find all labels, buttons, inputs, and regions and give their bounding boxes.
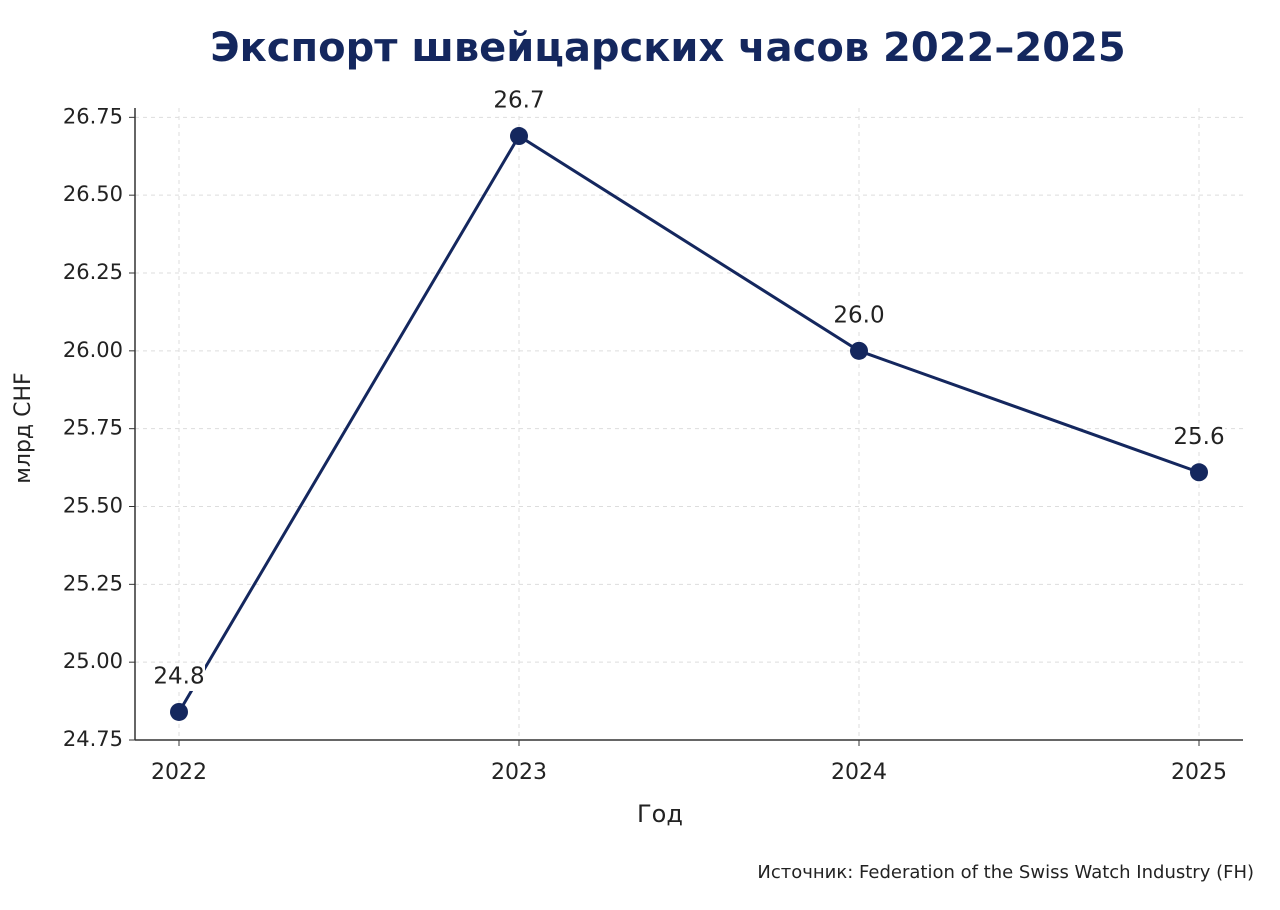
label-bg (1173, 423, 1225, 452)
y-tick-label: 25.00 (63, 649, 123, 673)
x-tick-label: 2022 (151, 760, 207, 785)
source-note: Источник: Federation of the Swiss Watch … (757, 862, 1254, 883)
x-tick-label: 2025 (1171, 760, 1227, 785)
y-tick-label: 26.50 (63, 182, 123, 206)
series-line (177, 133, 1200, 713)
data-label: 26.7 (493, 88, 544, 114)
y-tick-label: 24.75 (63, 727, 123, 751)
data-point (170, 702, 188, 721)
data-label: 26.0 (833, 302, 884, 328)
y-tick-label: 26.75 (63, 104, 123, 128)
y-axis-label: млрд CHF (11, 372, 36, 483)
data-point (1190, 463, 1208, 482)
x-tick-label: 2023 (491, 760, 547, 785)
y-tick-label: 25.25 (63, 571, 123, 595)
data-point (510, 127, 528, 146)
y-tick-label: 25.75 (63, 416, 123, 440)
x-tick-label: 2024 (831, 760, 887, 785)
label-bg (833, 301, 885, 330)
x-axis-label: Год (637, 800, 683, 828)
data-label: 25.6 (1173, 424, 1224, 450)
y-tick-label: 26.00 (63, 338, 123, 362)
data-label: 24.8 (153, 663, 204, 689)
label-bg (153, 662, 205, 691)
label-bg (493, 87, 545, 116)
data-point (850, 341, 868, 360)
chart-title: Экспорт швейцарских часов 2022–2025 (210, 25, 1125, 71)
y-tick-label: 25.50 (63, 494, 123, 518)
y-tick-label: 26.25 (63, 260, 123, 284)
